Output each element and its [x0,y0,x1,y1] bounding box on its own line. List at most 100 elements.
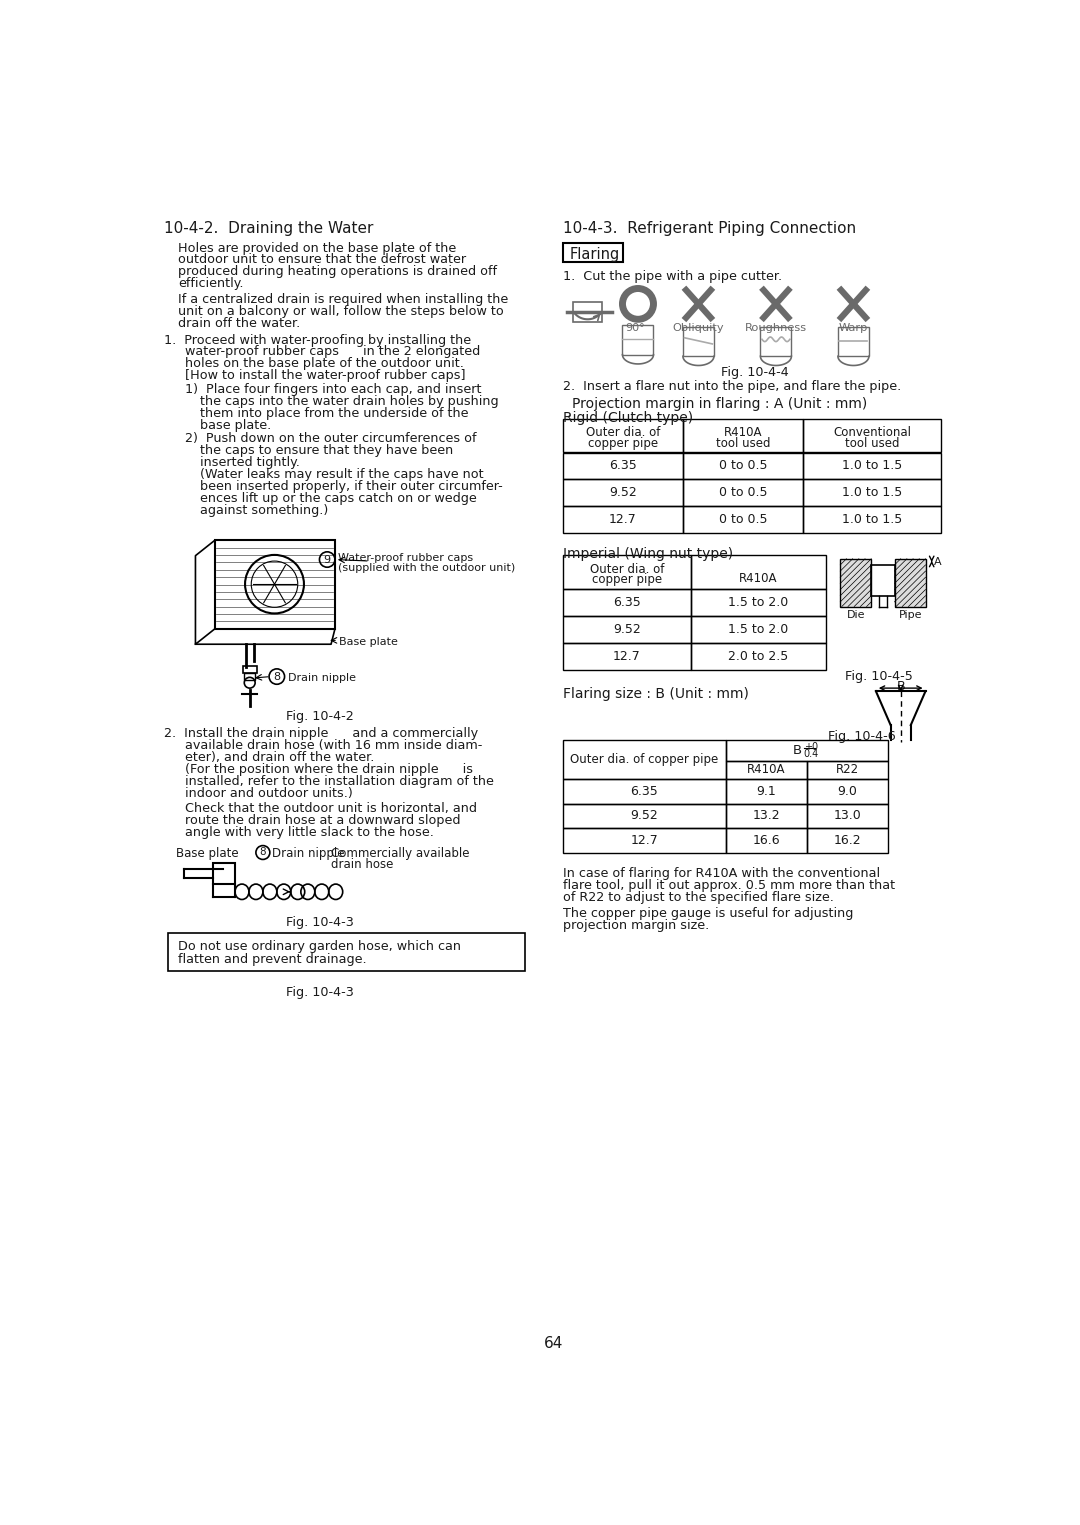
Text: 10-4-2.  Draining the Water: 10-4-2. Draining the Water [164,221,374,236]
Text: B: B [896,680,905,694]
Bar [691,642,826,669]
Text: 16.2: 16.2 [834,834,862,846]
Bar [243,666,257,674]
Text: R22: R22 [836,762,860,776]
Text: available drain hose (with 16 mm inside diam-: available drain hose (with 16 mm inside … [185,740,482,752]
Text: Conventional: Conventional [833,427,912,439]
Text: (Water leaks may result if the caps have not: (Water leaks may result if the caps have… [200,468,484,480]
Text: 0 to 0.5: 0 to 0.5 [718,459,767,473]
Text: unit on a balcony or wall, follow the steps below to: unit on a balcony or wall, follow the st… [178,305,504,319]
Text: Water-proof rubber caps: Water-proof rubber caps [338,554,473,563]
Text: Fig. 10-4-6: Fig. 10-4-6 [828,730,895,744]
Text: Roughness: Roughness [745,323,807,332]
Text: angle with very little slack to the hose.: angle with very little slack to the hose… [185,827,433,839]
Bar [563,479,683,506]
Bar [244,674,255,680]
Text: holes on the base plate of the outdoor unit.: holes on the base plate of the outdoor u… [185,357,463,371]
Bar [804,506,941,534]
Bar [691,555,826,589]
Text: 1.0 to 1.5: 1.0 to 1.5 [842,459,902,473]
Text: Base plate: Base plate [339,636,397,647]
Text: tool used: tool used [845,438,900,450]
Text: Flaring size : B (Unit : mm): Flaring size : B (Unit : mm) [563,686,748,700]
Bar [807,828,889,852]
Bar [726,828,807,852]
Bar [683,506,804,534]
Bar [807,804,889,828]
Text: installed, refer to the installation diagram of the: installed, refer to the installation dia… [185,775,494,788]
Bar [563,419,683,453]
Text: 9.52: 9.52 [609,486,637,499]
Text: +0: +0 [804,743,818,752]
Bar [563,616,691,642]
Text: 8: 8 [259,846,266,857]
Bar [563,804,726,828]
Text: Outer dia. of: Outer dia. of [585,427,660,439]
Bar [840,558,872,607]
Bar [563,741,726,779]
Text: eter), and drain off the water.: eter), and drain off the water. [185,752,374,764]
Text: indoor and outdoor units.): indoor and outdoor units.) [185,787,352,801]
Text: outdoor unit to ensure that the defrost water: outdoor unit to ensure that the defrost … [178,253,467,267]
Text: Fig. 10-4-2: Fig. 10-4-2 [285,711,353,723]
Text: Die: Die [847,610,865,621]
Text: water-proof rubber caps      in the 2 elongated: water-proof rubber caps in the 2 elongat… [185,346,480,358]
Text: drain off the water.: drain off the water. [178,317,300,329]
Text: of R22 to adjust to the specified flare size.: of R22 to adjust to the specified flare … [563,891,834,904]
Text: the caps to ensure that they have been: the caps to ensure that they have been [200,444,454,458]
Bar [804,479,941,506]
Text: The copper pipe gauge is useful for adjusting: The copper pipe gauge is useful for adju… [563,907,853,920]
Text: ences lift up or the caps catch on or wedge: ences lift up or the caps catch on or we… [200,491,477,505]
Text: R410A: R410A [747,762,785,776]
Text: [How to install the water-proof rubber caps]: [How to install the water-proof rubber c… [185,369,465,383]
Text: efficiently.: efficiently. [178,278,244,290]
Text: produced during heating operations is drained off: produced during heating operations is dr… [178,265,498,279]
Text: Flaring: Flaring [570,247,620,262]
Text: them into place from the underside of the: them into place from the underside of th… [200,407,469,419]
Text: Imperial (Wing nut type): Imperial (Wing nut type) [563,547,733,561]
Bar [563,506,683,534]
Text: drain hose: drain hose [332,859,393,871]
Text: Outer dia. of: Outer dia. of [590,563,664,575]
Text: (For the position where the drain nipple      is: (For the position where the drain nipple… [185,762,473,776]
Text: 1.0 to 1.5: 1.0 to 1.5 [842,486,902,499]
Bar [563,555,691,589]
Text: Check that the outdoor unit is horizontal, and: Check that the outdoor unit is horizonta… [185,802,476,814]
Bar [726,804,807,828]
Text: 12.7: 12.7 [612,650,640,663]
Text: 2.  Install the drain nipple      and a commercially: 2. Install the drain nipple and a commer… [164,727,478,741]
Text: Warp: Warp [839,323,868,332]
Text: 9.1: 9.1 [756,785,777,798]
Text: Base plate: Base plate [176,846,239,860]
Text: copper pipe: copper pipe [588,438,658,450]
Text: 6.35: 6.35 [631,785,658,798]
Text: Outer dia. of copper pipe: Outer dia. of copper pipe [570,753,718,766]
Text: 9.0: 9.0 [838,785,858,798]
Text: been inserted properly, if their outer circumfer-: been inserted properly, if their outer c… [200,480,503,493]
Text: Fig. 10-4-5: Fig. 10-4-5 [845,669,913,683]
Text: A: A [934,557,942,567]
Bar [691,616,826,642]
Text: 9.52: 9.52 [612,622,640,636]
Text: the caps into the water drain holes by pushing: the caps into the water drain holes by p… [200,395,499,407]
Text: 6.35: 6.35 [612,596,640,608]
Text: 10-4-3.  Refrigerant Piping Connection: 10-4-3. Refrigerant Piping Connection [563,221,856,236]
Bar [213,863,235,884]
Text: flatten and prevent drainage.: flatten and prevent drainage. [177,953,366,965]
Bar [683,326,714,357]
Bar [563,642,691,669]
Bar [168,933,525,971]
Text: B: B [793,744,802,758]
Bar [572,302,603,322]
Bar [807,761,889,779]
Text: Drain nipple: Drain nipple [287,673,355,683]
Text: R410A: R410A [739,572,778,586]
Text: 9.52: 9.52 [631,810,658,822]
Text: Fig. 10-4-4: Fig. 10-4-4 [721,366,788,380]
Bar [563,453,683,479]
Text: 13.2: 13.2 [753,810,780,822]
Text: base plate.: base plate. [200,419,271,432]
Text: 16.6: 16.6 [753,834,780,846]
Text: In case of flaring for R410A with the conventional: In case of flaring for R410A with the co… [563,866,880,880]
Text: against something.): against something.) [200,503,328,517]
